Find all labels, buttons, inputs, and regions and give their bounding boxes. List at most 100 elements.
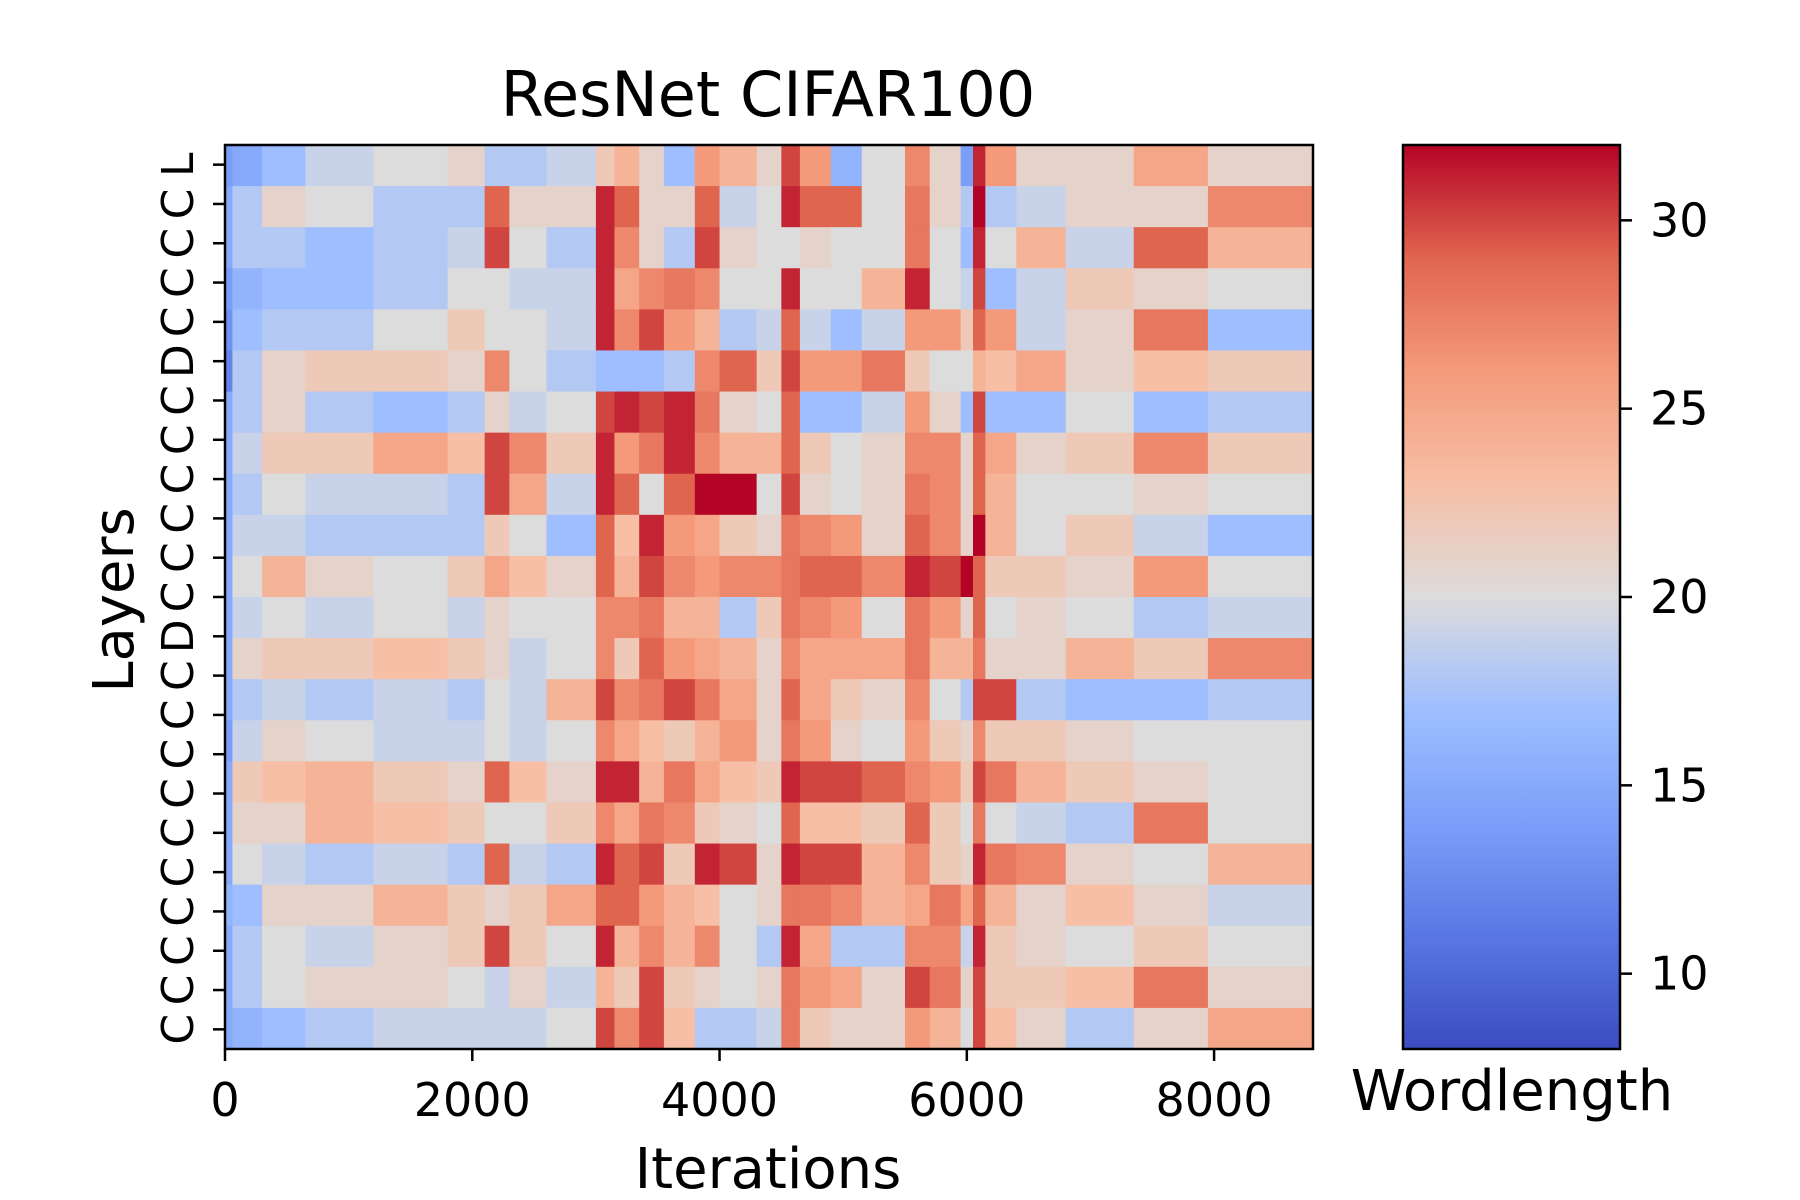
- heatmap-cell: [929, 638, 962, 680]
- heatmap-cell: [484, 268, 510, 310]
- heatmap-cell: [799, 227, 832, 269]
- heatmap-cell: [595, 186, 616, 228]
- heatmap-cell: [225, 186, 234, 228]
- heatmap-cell: [905, 1007, 931, 1050]
- heatmap-cell: [781, 432, 801, 475]
- heatmap-cell: [484, 802, 510, 845]
- heatmap-cell: [225, 391, 234, 434]
- heatmap-cell: [1016, 473, 1067, 516]
- heatmap-cell: [960, 802, 974, 845]
- heatmap-cell: [1065, 555, 1135, 598]
- heatmap-cell: [960, 268, 974, 310]
- x-tick-label: 0: [210, 1073, 239, 1127]
- heatmap-cell: [719, 268, 758, 310]
- heatmap-cell: [305, 268, 374, 310]
- heatmap-cell: [1133, 679, 1209, 721]
- heatmap-cell: [781, 720, 801, 762]
- heatmap-cell: [905, 925, 931, 968]
- heatmap-cell: [509, 350, 548, 393]
- heatmap-cell: [595, 638, 616, 680]
- heatmap-cell: [614, 638, 640, 680]
- heatmap-cell: [694, 761, 721, 804]
- heatmap-cell: [1133, 761, 1209, 804]
- heatmap-cell: [509, 514, 548, 557]
- heatmap-cell: [305, 1007, 374, 1050]
- heatmap-cell: [509, 679, 548, 721]
- heatmap-cell: [232, 309, 263, 352]
- heatmap-cell: [756, 555, 782, 598]
- heatmap-cell: [905, 843, 931, 886]
- heatmap-cell: [1065, 514, 1135, 557]
- heatmap-cell: [225, 1007, 234, 1050]
- heatmap-cell: [663, 309, 696, 352]
- heatmap-cell: [1065, 638, 1135, 680]
- heatmap-cell: [756, 597, 782, 639]
- heatmap-cell: [719, 679, 758, 721]
- heatmap-cell: [830, 145, 863, 187]
- heatmap-cell: [546, 350, 597, 393]
- heatmap-cell: [225, 350, 234, 393]
- heatmap-cell: [960, 186, 974, 228]
- heatmap-cell: [663, 597, 696, 639]
- heatmap-cell: [639, 227, 665, 269]
- heatmap-cell: [663, 884, 696, 927]
- heatmap-cell: [614, 802, 640, 845]
- heatmap-cell: [830, 350, 863, 393]
- heatmap-cell: [546, 309, 597, 352]
- heatmap-cell: [830, 720, 863, 762]
- heatmap-cell: [373, 679, 449, 721]
- heatmap-cell: [1207, 966, 1314, 1009]
- heatmap-cell: [373, 227, 449, 269]
- heatmap-cell: [719, 145, 758, 187]
- heatmap-cell: [225, 802, 234, 845]
- heatmap-cell: [830, 227, 863, 269]
- heatmap-cell: [781, 597, 801, 639]
- heatmap-cell: [905, 473, 931, 516]
- heatmap-cell: [973, 268, 986, 310]
- heatmap-cell: [985, 884, 1017, 927]
- heatmap-cell: [960, 391, 974, 434]
- heatmap-cell: [1207, 514, 1314, 557]
- heatmap-cell: [232, 473, 263, 516]
- heatmap-cell: [756, 1007, 782, 1050]
- heatmap-cell: [1133, 720, 1209, 762]
- heatmap-cell: [509, 432, 548, 475]
- heatmap-cell: [861, 391, 906, 434]
- heatmap-cell: [262, 802, 306, 845]
- heatmap-cell: [1207, 145, 1314, 187]
- heatmap-cell: [960, 761, 974, 804]
- heatmap-cell: [373, 432, 449, 475]
- heatmap-cell: [929, 884, 962, 927]
- heatmap-cell: [756, 884, 782, 927]
- heatmap-cell: [447, 350, 486, 393]
- heatmap-cell: [1016, 884, 1067, 927]
- heatmap-cell: [509, 473, 548, 516]
- heatmap-cell: [719, 391, 758, 434]
- heatmap-cell: [1207, 884, 1314, 927]
- heatmap-cell: [373, 802, 449, 845]
- heatmap-cell: [1133, 802, 1209, 845]
- heatmap-cell: [262, 227, 306, 269]
- heatmap-cell: [781, 761, 801, 804]
- heatmap-cell: [663, 391, 696, 434]
- heatmap-cell: [1065, 186, 1135, 228]
- heatmap-cell: [232, 843, 263, 886]
- y-tick-label: C: [153, 307, 204, 338]
- heatmap-cell: [861, 679, 906, 721]
- heatmap-cell: [756, 514, 782, 557]
- heatmap-cell: [1065, 597, 1135, 639]
- heatmap-cell: [1207, 1007, 1314, 1050]
- heatmap-cell: [595, 597, 616, 639]
- heatmap-cell: [232, 802, 263, 845]
- heatmap-cell: [484, 597, 510, 639]
- heatmap-cell: [1133, 268, 1209, 310]
- heatmap-cell: [663, 843, 696, 886]
- heatmap-cell: [546, 679, 597, 721]
- heatmap-cell: [546, 884, 597, 927]
- heatmap-cell: [305, 925, 374, 968]
- heatmap-cell: [546, 473, 597, 516]
- heatmap-cell: [861, 966, 906, 1009]
- heatmap-cell: [799, 925, 832, 968]
- heatmap-cell: [756, 966, 782, 1009]
- heatmap-cell: [663, 186, 696, 228]
